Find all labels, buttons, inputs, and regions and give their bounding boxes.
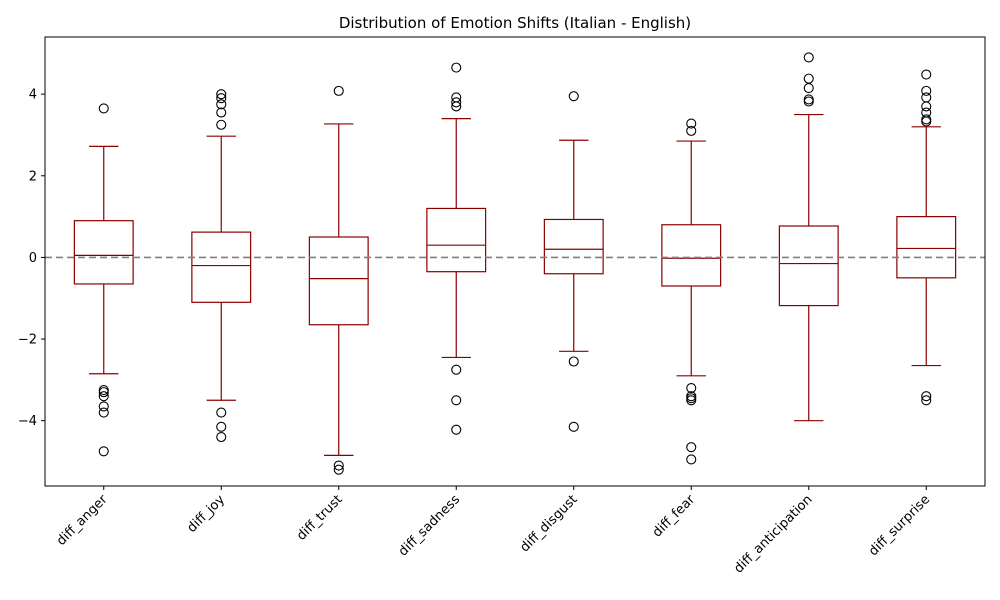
outlier-point: [216, 93, 227, 104]
plot-area: −4 −2 0 2 4 diff_anger diff_joy diff_trust diff_…: [18, 52, 985, 576]
box-diff_sadness: [426, 207, 487, 273]
axes-frame: [44, 36, 986, 487]
x-tick-label-diff_anger: diff_anger: [54, 492, 111, 549]
x-tick-label-diff_disgust: diff_disgust: [517, 492, 580, 555]
y-tick-label: 4: [29, 88, 37, 103]
outlier-point: [216, 431, 227, 443]
outlier-point: [803, 82, 814, 94]
outlier-point: [333, 464, 344, 475]
outlier-point: [686, 118, 697, 129]
outlier-point: [921, 391, 932, 402]
outlier-point: [98, 407, 109, 418]
outlier-point: [451, 424, 462, 435]
box-diff_surprise: [896, 216, 957, 279]
outlier-point: [921, 116, 932, 127]
x-tick-label-diff_trust: diff_trust: [294, 492, 346, 544]
outlier-point: [451, 364, 462, 375]
outlier-point: [921, 395, 932, 406]
outlier-point: [921, 85, 932, 96]
y-tick-label: 0: [29, 251, 37, 266]
outlier-point: [216, 421, 227, 432]
box-diff_fear: [661, 224, 722, 287]
box-diff_disgust: [543, 218, 604, 275]
outlier-point: [216, 99, 227, 110]
x-tick-label-diff_sadness: diff_sadness: [396, 492, 463, 559]
outlier-point: [568, 421, 579, 432]
outlier-point: [98, 391, 109, 402]
outlier-point: [451, 62, 462, 73]
outlier-point: [216, 119, 227, 130]
chart-title: Distribution of Emotion Shifts (Italian …: [339, 14, 691, 32]
outlier-point: [921, 114, 932, 125]
outlier-point: [568, 356, 579, 367]
outlier-point: [803, 94, 814, 105]
outlier-point: [216, 89, 227, 100]
x-tick-label-diff_anticipation: diff_anticipation: [731, 492, 815, 576]
outlier-point: [686, 393, 697, 404]
outlier-point: [451, 395, 462, 406]
box-diff_anger: [73, 220, 134, 285]
outlier-point: [98, 446, 109, 457]
y-tick-label: −4: [18, 414, 37, 429]
outlier-point: [803, 52, 814, 63]
outlier-point: [216, 407, 227, 418]
outlier-point: [686, 382, 697, 394]
outlier-point: [98, 401, 109, 412]
outlier-point: [451, 97, 462, 108]
outlier-point: [921, 92, 932, 103]
outlier-point: [921, 69, 932, 80]
x-tick-label-diff_fear: diff_fear: [650, 492, 699, 541]
outlier-point: [568, 91, 579, 102]
outlier-point: [686, 454, 697, 465]
y-tick-label: 2: [29, 169, 37, 184]
outlier-point: [803, 96, 814, 107]
outlier-point: [216, 107, 227, 118]
outlier-point: [98, 103, 109, 114]
outlier-point: [98, 387, 109, 398]
outlier-point: [686, 442, 697, 453]
outlier-point: [803, 73, 814, 84]
outlier-point: [686, 125, 697, 136]
box-diff_trust: [308, 236, 369, 326]
box-diff_joy: [191, 231, 252, 303]
outlier-point: [333, 85, 344, 96]
outlier-point: [333, 460, 344, 471]
outlier-point: [686, 395, 697, 406]
box-diff_anticipation: [778, 225, 839, 307]
x-tick-label-diff_joy: diff_joy: [185, 492, 229, 536]
outlier-point: [921, 101, 932, 112]
y-tick-label: −2: [18, 333, 37, 348]
outlier-point: [451, 101, 462, 112]
x-tick-label-diff_surprise: diff_surprise: [866, 492, 933, 559]
